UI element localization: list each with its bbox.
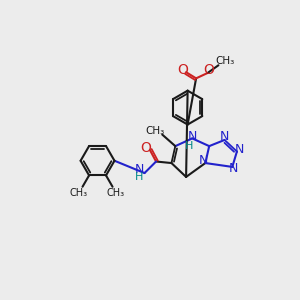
Text: N: N: [229, 162, 239, 175]
Text: O: O: [203, 63, 214, 77]
Text: H: H: [185, 141, 194, 151]
Text: CH₃: CH₃: [145, 126, 164, 136]
Text: O: O: [141, 141, 152, 155]
Text: CH₃: CH₃: [215, 56, 234, 66]
Text: N: N: [235, 143, 244, 157]
Text: N: N: [220, 130, 229, 142]
Text: H: H: [135, 172, 143, 182]
Text: O: O: [178, 63, 188, 77]
Text: N: N: [135, 164, 145, 176]
Text: CH₃: CH₃: [70, 188, 88, 198]
Text: CH₃: CH₃: [107, 188, 125, 198]
Text: N: N: [188, 130, 197, 142]
Text: N: N: [199, 154, 208, 167]
